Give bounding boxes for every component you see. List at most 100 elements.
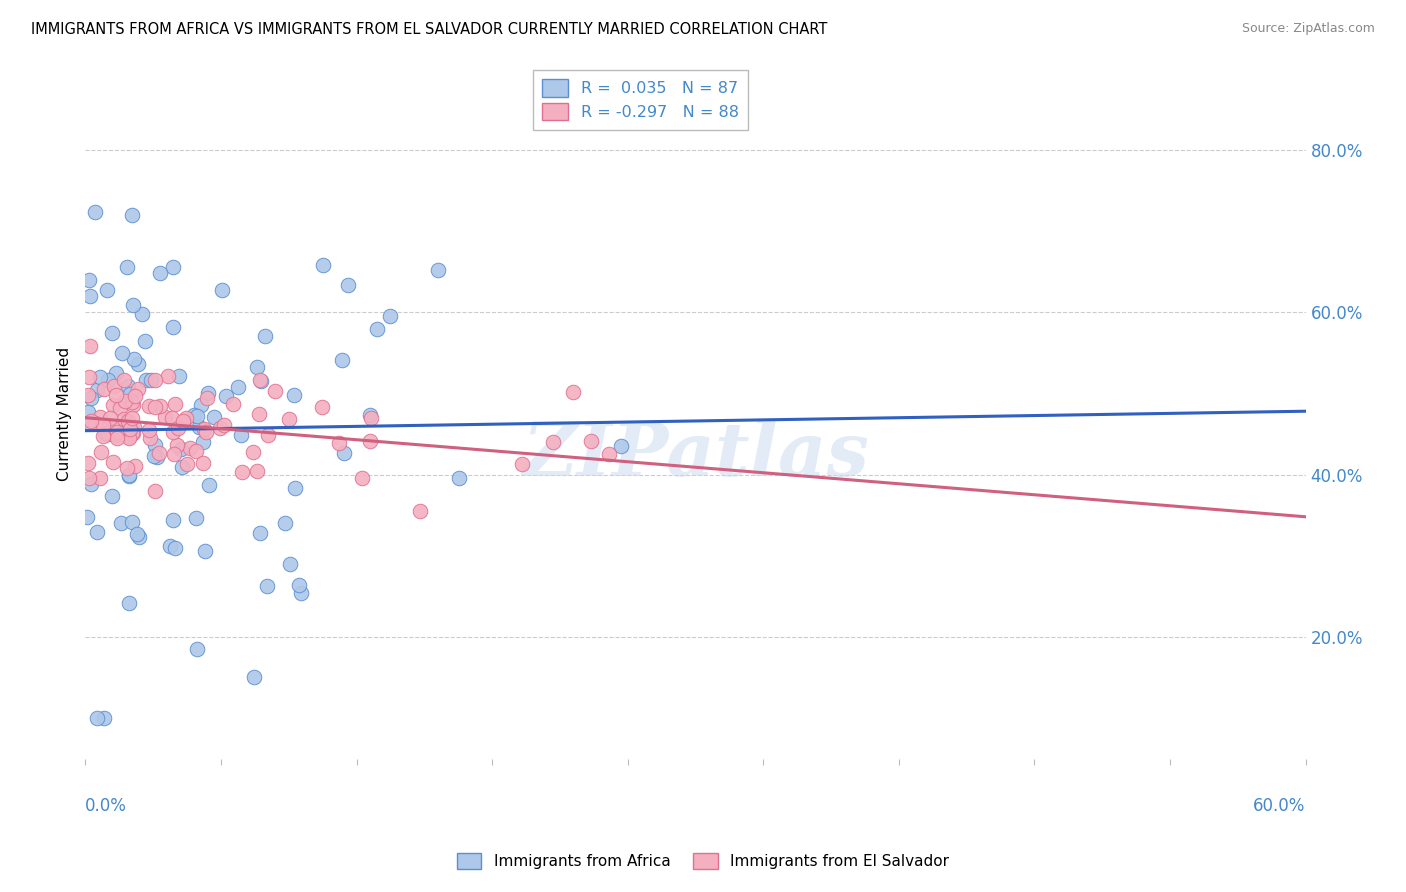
Point (166, 438, 188, 452)
Point (79, 339, 101, 353)
Point (122, 397, 145, 411)
Point (256, 579, 278, 593)
Point (426, 262, 449, 277)
Point (103, 379, 125, 393)
Point (80, 414, 103, 428)
Point (311, 400, 333, 414)
Point (162, 425, 184, 439)
Point (143, 483, 166, 498)
Point (90, 445, 112, 459)
Point (288, 578, 311, 592)
Point (89, 471, 111, 485)
Point (198, 478, 221, 492)
Point (112, 373, 135, 387)
Point (155, 410, 177, 425)
Point (330, 352, 353, 367)
Point (118, 468, 141, 483)
Point (562, 384, 585, 399)
Point (79, 288, 101, 302)
Point (86, 524, 108, 539)
Point (143, 373, 166, 387)
Text: Source: ZipAtlas.com: Source: ZipAtlas.com (1241, 22, 1375, 36)
Point (128, 530, 150, 544)
Point (97, 373, 120, 387)
Point (274, 516, 297, 530)
Point (215, 389, 238, 403)
Point (76, 388, 98, 402)
Point (359, 434, 381, 448)
Point (93, 711, 115, 725)
Point (176, 457, 198, 471)
Point (89, 370, 111, 384)
Point (541, 434, 564, 449)
Point (101, 455, 124, 469)
Point (191, 435, 214, 450)
Point (127, 382, 149, 396)
Point (408, 504, 430, 518)
Legend: Immigrants from Africa, Immigrants from El Salvador: Immigrants from Africa, Immigrants from … (451, 847, 955, 875)
Point (222, 397, 245, 411)
Point (172, 414, 194, 428)
Point (194, 543, 217, 558)
Point (333, 446, 356, 460)
Point (366, 322, 388, 336)
Point (380, 309, 402, 323)
Point (84, 204, 107, 219)
Point (105, 425, 128, 439)
Text: ZIPatlas: ZIPatlas (522, 419, 869, 491)
Point (115, 461, 138, 475)
Point (105, 367, 128, 381)
Point (101, 420, 124, 434)
Point (77, 273, 100, 287)
Point (283, 388, 305, 402)
Point (124, 388, 146, 402)
Point (134, 334, 156, 349)
Point (278, 557, 301, 571)
Point (76, 509, 98, 524)
Point (148, 445, 170, 459)
Point (186, 642, 208, 657)
Point (138, 400, 160, 414)
Point (170, 442, 193, 456)
Point (278, 411, 301, 425)
Point (610, 439, 633, 453)
Point (247, 407, 270, 421)
Text: 0.0%: 0.0% (86, 797, 128, 814)
Point (112, 412, 135, 426)
Point (96, 283, 118, 297)
Point (212, 417, 235, 432)
Point (183, 408, 205, 422)
Point (162, 260, 184, 274)
Point (149, 266, 172, 280)
Point (91, 429, 114, 443)
Point (360, 411, 382, 425)
Point (228, 380, 250, 394)
Point (209, 420, 232, 434)
Point (145, 450, 167, 465)
Point (121, 425, 143, 440)
Point (108, 401, 131, 415)
Point (104, 388, 127, 402)
Point (120, 422, 142, 436)
Point (242, 445, 264, 459)
Point (186, 511, 208, 525)
Point (187, 420, 209, 434)
Point (142, 449, 165, 463)
Text: IMMIGRANTS FROM AFRICA VS IMMIGRANTS FROM EL SALVADOR CURRENTLY MARRIED CORRELAT: IMMIGRANTS FROM AFRICA VS IMMIGRANTS FRO… (31, 22, 827, 37)
Point (167, 368, 190, 383)
Point (124, 352, 146, 367)
Point (186, 409, 208, 423)
Point (350, 471, 373, 485)
Point (202, 409, 225, 424)
Point (101, 398, 124, 412)
Point (77, 456, 100, 470)
Point (127, 357, 149, 371)
Point (101, 489, 124, 503)
Point (77, 369, 100, 384)
Point (174, 411, 197, 425)
Point (290, 585, 312, 599)
Point (86, 383, 108, 397)
Point (110, 516, 132, 530)
Point (197, 386, 219, 401)
Point (194, 425, 217, 440)
